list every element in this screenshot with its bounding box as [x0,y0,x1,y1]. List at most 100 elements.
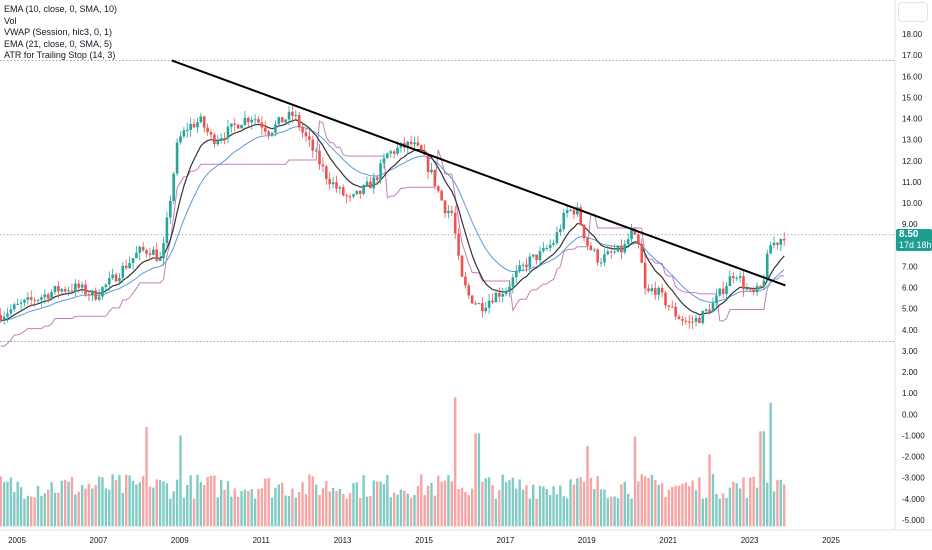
candle [379,159,382,185]
volume-bar [236,496,240,527]
volume-bar [230,496,233,527]
volume-bar [6,481,9,527]
candle [70,283,74,295]
volume-bar [287,495,291,527]
candle-body [36,299,40,301]
y-tick-label: 12.00 [902,157,923,166]
candle-body [474,303,477,305]
candle-body [101,287,104,297]
candle-body [338,187,342,189]
candle [57,281,60,299]
candle [158,251,162,262]
candle [765,249,769,282]
candle-body [481,303,484,312]
candle [572,207,576,220]
candle-body [40,297,43,300]
y-tick-label: 4.00 [902,326,918,335]
candle [318,144,321,170]
legend-atr-stop[interactable]: ATR for Trailing Stop (14, 3) [4,50,116,60]
volume-bar [84,488,87,527]
legend-vwap[interactable]: VWAP (Session, hlc3, 0, 1) [4,27,113,37]
candle-body [230,123,233,127]
volume-bar [179,435,182,527]
volume-bar [260,488,264,527]
y-tick-label: -1.000 [902,431,925,440]
candle [365,176,369,187]
candle [294,110,298,120]
candle [111,268,114,281]
volume-bar [369,496,372,527]
candle-body [284,119,287,123]
candle-body [233,123,237,125]
volume-bar [321,488,325,527]
volume-bar [450,481,454,527]
volume-bar [199,481,203,527]
volume-bar [26,495,30,527]
volume-bar [226,481,230,527]
candle-body [128,262,131,269]
candle [152,245,155,256]
volume-bar [365,496,369,527]
y-tick-label: 11.00 [902,178,922,187]
y-tick-label: -3.000 [902,474,925,483]
candle-body [26,297,30,300]
volume-bar [264,478,267,527]
candle-body [769,245,772,254]
candle-body [521,264,525,266]
volume-bar [396,494,399,527]
volume-bar [565,498,569,527]
candle [29,290,33,307]
legend-ema21[interactable]: EMA (21, close, 0, SMA, 5) [4,38,113,49]
volume-bar [135,484,138,527]
candle-body [447,210,450,214]
candle [23,299,26,307]
candle-body [121,265,125,278]
chart-settings-box[interactable] [898,2,928,22]
candle [345,193,348,204]
legend-ema10[interactable]: EMA (10, close, 0, SMA, 10) [4,4,118,14]
candle [90,289,94,302]
candle [335,175,338,193]
candle-body [755,285,759,293]
candle [355,190,359,196]
volume-bar [91,488,94,527]
volume-bar [701,498,704,527]
candle [718,288,722,297]
candle [284,118,287,125]
candle-body [6,313,9,317]
candle [562,208,566,232]
candle [175,138,179,177]
candle-body [484,307,488,312]
volume-bar [501,474,504,527]
candle [77,279,81,293]
candle-body [223,138,226,140]
volume-bar [196,474,199,527]
candle-body [565,210,569,213]
candle-body [46,294,50,299]
candle [416,136,420,147]
candle-body [345,195,348,197]
candle [735,275,739,282]
volume-bar [0,476,2,527]
candle-body [698,317,701,324]
candle [155,242,159,262]
candle [230,123,233,133]
y-tick-label: 9.00 [902,220,918,229]
candle-body [213,134,216,145]
volume-bar [552,486,555,527]
volume-bar [291,488,294,527]
candle-body [772,242,776,246]
volume-bar [613,496,616,527]
candle-body [16,303,19,305]
volume-bar [203,484,206,527]
volume-bar [335,491,338,527]
candle-body [209,132,213,135]
candle-body [609,251,613,253]
legend-vol[interactable]: Vol [4,15,17,26]
y-tick-label: 6.00 [902,284,918,293]
candle [721,281,725,298]
candle-body [369,181,372,189]
candle-body [589,245,593,250]
